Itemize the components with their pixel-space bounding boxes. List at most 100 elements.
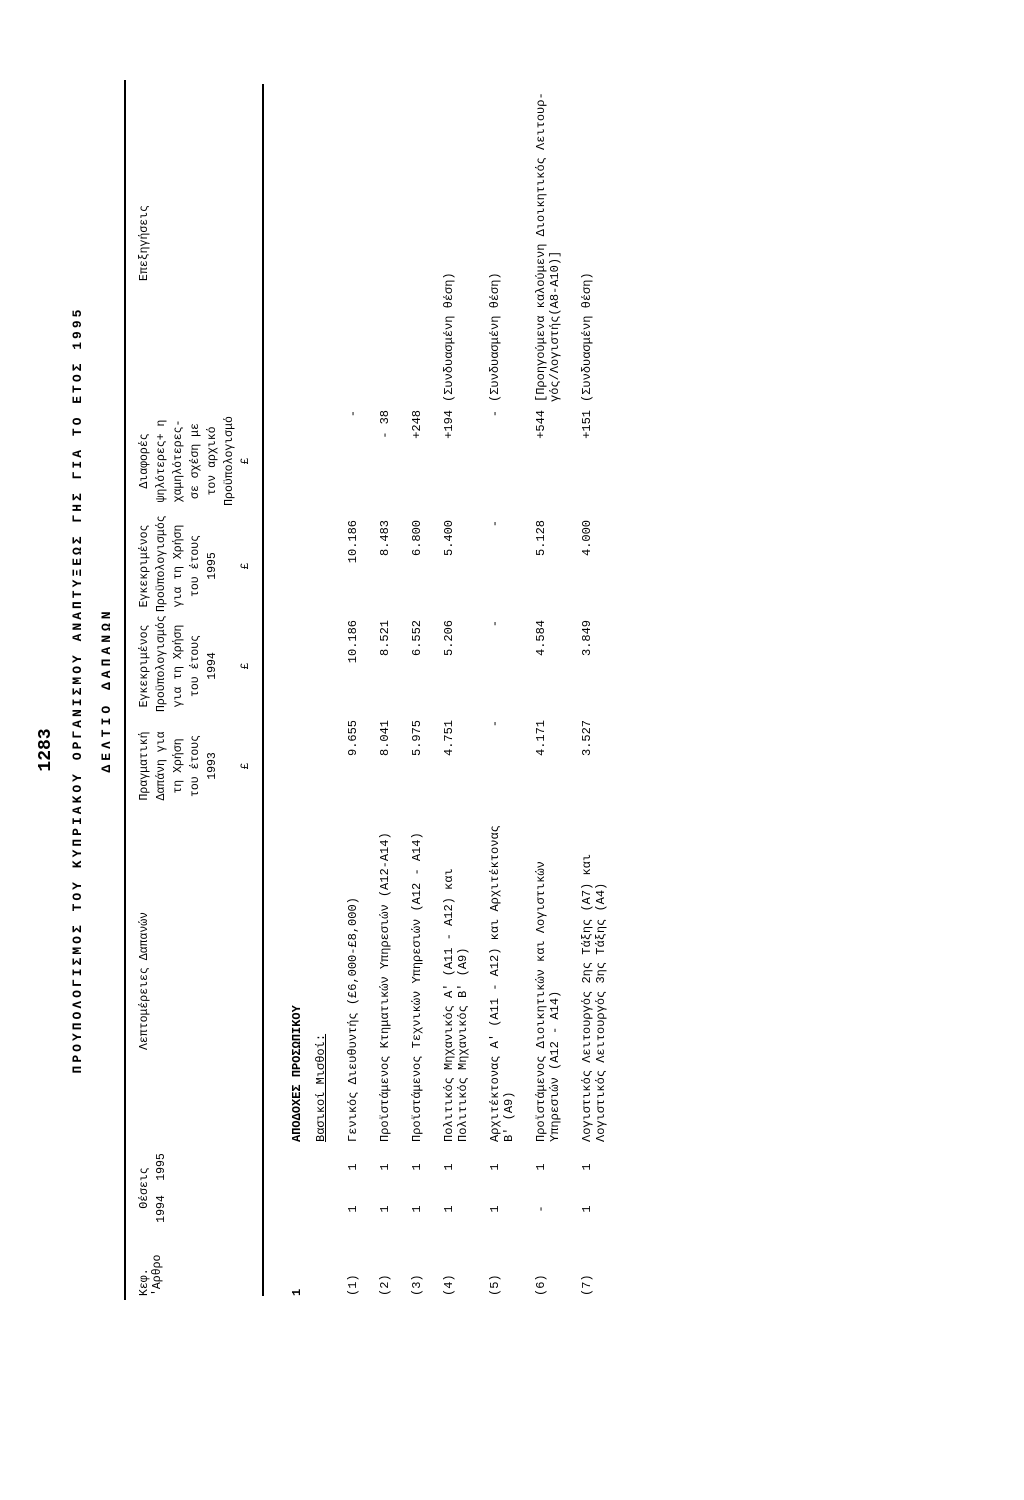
row-v93: 8.041 <box>362 716 394 816</box>
currency-1: £ <box>238 716 254 816</box>
hdr-94-4: 1994 <box>204 616 221 716</box>
hdr-94-2: για τη Χρήση <box>170 616 187 716</box>
hdr-94-3: του έτους <box>187 616 204 716</box>
budget-table: Κεφ. 'Αρθρο Θέσεις Λεπτομέρειες Δαπανών … <box>136 80 610 1300</box>
row-desc: Λογιστικός Λειτουργός 2ης Τάξης (Α7) και… <box>564 816 610 1146</box>
row-v94: 5.206 <box>426 616 472 716</box>
row-notes <box>362 80 394 406</box>
row-y2: 1 <box>362 1146 394 1188</box>
hdr-kef: Κεφ. 'Αρθρο <box>136 1230 170 1300</box>
row-y1: 1 <box>394 1188 426 1230</box>
hdr-diff-0: Διαφορές <box>136 406 153 516</box>
row-idx: (1) <box>330 1230 362 1300</box>
hdr-year-1994: 1994 <box>153 1188 170 1230</box>
row-v95: 10.186 <box>330 516 362 616</box>
section-kef: 1 <box>276 1230 306 1300</box>
hdr-95-3: του έτους <box>187 516 204 616</box>
row-idx: (6) <box>518 1230 564 1300</box>
row-y1: 1 <box>362 1188 394 1230</box>
row-idx: (2) <box>362 1230 394 1300</box>
hdr-year-1995: 1995 <box>153 1146 170 1188</box>
hdr-real-4: 1993 <box>204 716 221 816</box>
currency-4: £ <box>238 406 254 516</box>
currency-2: £ <box>238 616 254 716</box>
row-diff: +151 <box>564 406 610 516</box>
row-y1: - <box>518 1188 564 1230</box>
row-idx: (3) <box>394 1230 426 1300</box>
row-v95: 6.800 <box>394 516 426 616</box>
table-row: (1)11Γενικός Διευθυντής (£6,000-£8,000)9… <box>330 80 362 1300</box>
row-v94: - <box>472 616 518 716</box>
row-desc: Αρχιτέκτονας Α' (Α11 - Α12) και Αρχιτέκτ… <box>472 816 518 1146</box>
hdr-95-0: Εγκεκριμένος <box>136 516 153 616</box>
row-notes: (Συνδυασμένη θέση) <box>426 80 472 406</box>
row-desc: Προϊστάμενος Τεχνικών Υπηρεσιών (Α12 - Α… <box>394 816 426 1146</box>
row-notes: (Συνδυασμένη θέση) <box>564 80 610 406</box>
hdr-positions: Θέσεις <box>136 1146 153 1230</box>
row-y1: 1 <box>472 1188 518 1230</box>
table-row: (2)11Προϊστάμενος Κτηματικών Υπηρεσιών (… <box>362 80 394 1300</box>
table-row: (4)11Πολιτικός Μηχανικός Α' (Α11 - Α12) … <box>426 80 472 1300</box>
hdr-real-2: τη Χρήση <box>170 716 187 816</box>
rows-body: (1)11Γενικός Διευθυντής (£6,000-£8,000)9… <box>330 80 610 1300</box>
row-diff: +544 <box>518 406 564 516</box>
hdr-diff-2: χαμηλότερες- <box>170 406 187 516</box>
row-v93: 3.527 <box>564 716 610 816</box>
section-title: ΑΠΟΔΟΧΕΣ ΠΡΟΣΩΠΙΚΟΥ <box>276 816 306 1146</box>
hdr-diff-3: σε σχέση με <box>187 406 204 516</box>
doc-subtitle: ΔΕΛΤΙΟ ΔΑΠΑΝΩΝ <box>99 80 114 1300</box>
row-v93: 9.655 <box>330 716 362 816</box>
hdr-real-0: Πραγματική <box>136 716 153 816</box>
hdr-desc: Λεπτομέρειες Δαπανών <box>136 816 170 1146</box>
row-idx: (7) <box>564 1230 610 1300</box>
row-v95: 8.483 <box>362 516 394 616</box>
hdr-real-1: Δαπάνη για <box>153 716 170 816</box>
row-v94: 3.849 <box>564 616 610 716</box>
row-notes: [Προηγούμενα καλούμενη Διοικητικός Λειτο… <box>518 80 564 406</box>
row-diff: - <box>472 406 518 516</box>
row-notes <box>394 80 426 406</box>
row-diff: - 38 <box>362 406 394 516</box>
row-y1: 1 <box>426 1188 472 1230</box>
row-y2: 1 <box>564 1146 610 1188</box>
row-y2: 1 <box>426 1146 472 1188</box>
section-subtitle: Βασικοί Μισθοί: <box>306 816 330 1146</box>
table-row: (7)11Λογιστικός Λειτουργός 2ης Τάξης (Α7… <box>564 80 610 1300</box>
row-notes <box>330 80 362 406</box>
row-v95: 4.000 <box>564 516 610 616</box>
row-desc: Πολιτικός Μηχανικός Α' (Α11 - Α12) και Π… <box>426 816 472 1146</box>
rule-top <box>124 80 126 1300</box>
currency-3: £ <box>238 516 254 616</box>
row-diff: - <box>330 406 362 516</box>
row-desc: Προϊστάμενος Διοικητικών και Λογιστικών … <box>518 816 564 1146</box>
row-y2: 1 <box>330 1146 362 1188</box>
row-v93: 5.975 <box>394 716 426 816</box>
row-v94: 8.521 <box>362 616 394 716</box>
row-notes: (Συνδυασμένη θέση) <box>472 80 518 406</box>
row-v95: - <box>472 516 518 616</box>
hdr-real-3: του έτους <box>187 716 204 816</box>
row-y2: 1 <box>472 1146 518 1188</box>
row-diff: +248 <box>394 406 426 516</box>
hdr-diff-5: Προϋπολογισμό <box>221 406 238 516</box>
doc-title: ΠΡΟΥΠΟΛΟΓΙΣΜΟΣ ΤΟΥ ΚΥΠΡΙΑΚΟΥ ΟΡΓΑΝΙΣΜΟΥ … <box>70 80 85 1300</box>
row-v93: - <box>472 716 518 816</box>
row-v93: 4.171 <box>518 716 564 816</box>
table-row: (6)-1Προϊστάμενος Διοικητικών και Λογιστ… <box>518 80 564 1300</box>
row-y1: 1 <box>564 1188 610 1230</box>
table-header: Κεφ. 'Αρθρο Θέσεις Λεπτομέρειες Δαπανών … <box>136 80 254 1300</box>
row-v95: 5.400 <box>426 516 472 616</box>
hdr-diff-1: ψηλότερες+ η <box>153 406 170 516</box>
hdr-95-4: 1995 <box>204 516 221 616</box>
row-y2: 1 <box>518 1146 564 1188</box>
row-y2: 1 <box>394 1146 426 1188</box>
row-idx: (5) <box>472 1230 518 1300</box>
row-v93: 4.751 <box>426 716 472 816</box>
row-v94: 4.584 <box>518 616 564 716</box>
hdr-diff-4: τον αρχικό <box>204 406 221 516</box>
row-v94: 10.186 <box>330 616 362 716</box>
row-desc: Γενικός Διευθυντής (£6,000-£8,000) <box>330 816 362 1146</box>
rule-mid <box>262 84 264 1296</box>
hdr-94-0: Εγκεκριμένος <box>136 616 153 716</box>
hdr-95-2: για τη Χρήση <box>170 516 187 616</box>
